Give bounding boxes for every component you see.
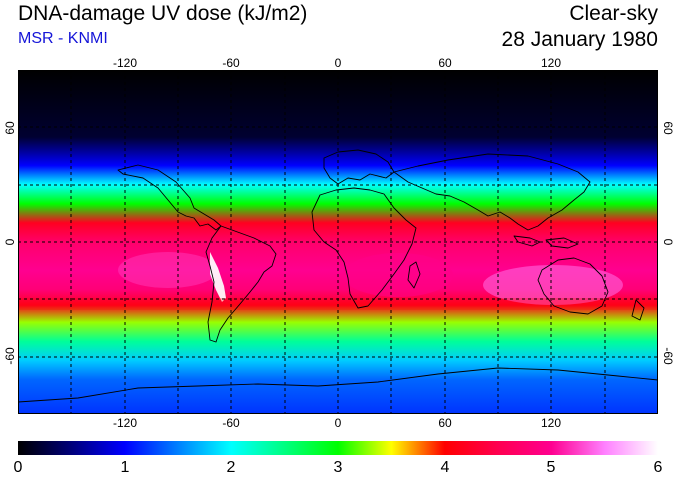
lon-tick-top: 60 <box>438 56 452 70</box>
colorbar-tick: 0 <box>13 459 23 476</box>
lon-tick-bottom: -60 <box>222 416 240 430</box>
australia-high-dose-patch <box>483 265 623 305</box>
lat-tick-left: 60 <box>3 121 17 135</box>
colorbar-ramp <box>18 441 658 455</box>
map-frame <box>18 70 658 414</box>
coastline-south-america <box>205 225 277 343</box>
lon-tick-top: 0 <box>334 56 342 70</box>
date-label: 28 January 1980 <box>501 28 658 51</box>
colorbar-tick: 2 <box>226 459 236 476</box>
colorbar-tick: 6 <box>653 459 663 476</box>
coastline-new-zealand <box>631 299 645 321</box>
coastlines <box>18 149 658 403</box>
coastline-antarctica <box>18 367 658 403</box>
coastline-asia <box>393 153 591 231</box>
colorbar-tick: 1 <box>120 459 130 476</box>
colorbar-tick: 3 <box>333 459 343 476</box>
lon-tick-bottom: -120 <box>112 416 138 430</box>
lon-tick-top: -60 <box>222 56 240 70</box>
coastline-madagascar <box>407 261 421 289</box>
africa-dose-patch <box>343 253 453 297</box>
pacific-dose-patch <box>118 252 218 288</box>
coastline-africa <box>311 187 417 309</box>
colorbar <box>18 441 658 455</box>
source-label: MSR - KNMI <box>18 30 108 47</box>
uv-dose-map <box>18 70 658 414</box>
lat-tick-left: 0 <box>3 238 17 246</box>
coastline-europe <box>323 149 395 185</box>
colorbar-tick: 5 <box>546 459 556 476</box>
sky-condition-label: Clear-sky <box>569 2 658 25</box>
chart-title: DNA-damage UV dose (kJ/m2) <box>18 2 308 25</box>
coastline-north-america <box>117 164 222 231</box>
lat-tick-right: 60 <box>661 121 675 135</box>
lon-tick-top: 120 <box>540 56 562 70</box>
lat-tick-right: 0 <box>661 238 675 246</box>
lon-tick-top: -120 <box>112 56 138 70</box>
andes-high-dose <box>210 252 226 302</box>
lat-tick-right: -60 <box>661 347 675 365</box>
graticule <box>18 70 658 414</box>
lon-tick-bottom: 120 <box>540 416 562 430</box>
colorbar-tick: 4 <box>440 459 450 476</box>
coastline-indonesia <box>513 235 579 249</box>
lon-tick-bottom: 0 <box>334 416 342 430</box>
lon-tick-bottom: 60 <box>438 416 452 430</box>
coastline-australia <box>537 257 609 315</box>
lat-tick-left: -60 <box>3 347 17 365</box>
